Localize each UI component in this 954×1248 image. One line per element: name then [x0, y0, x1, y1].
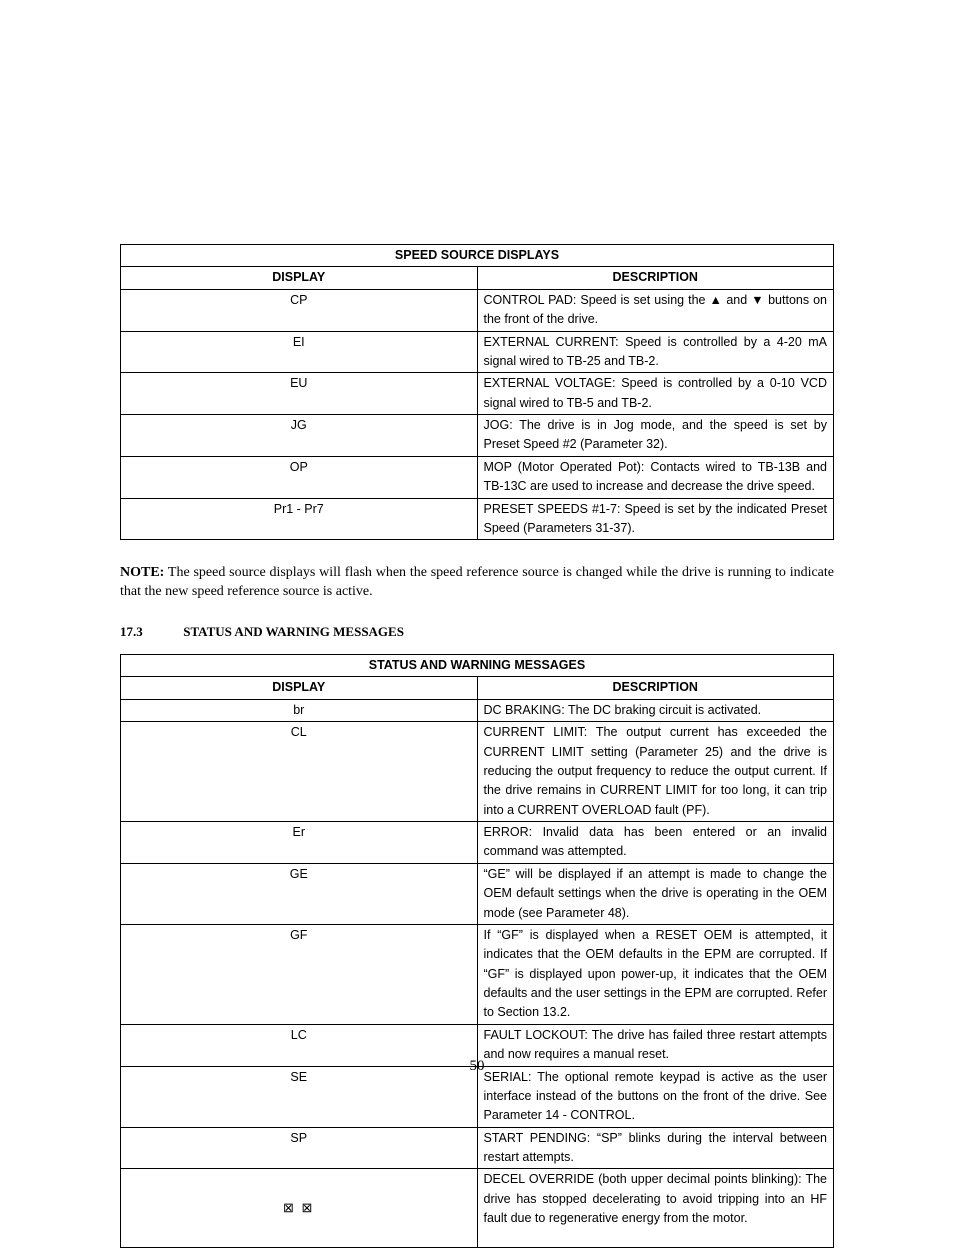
- section-title: STATUS AND WARNING MESSAGES: [183, 624, 404, 639]
- table-row: Er ERROR: Invalid data has been entered …: [121, 822, 834, 864]
- desc-cell: MOP (Motor Operated Pot): Contacts wired…: [477, 456, 834, 498]
- desc-cell: EXTERNAL VOLTAGE: Speed is controlled by…: [477, 373, 834, 415]
- desc-cell: If “GF” is displayed when a RESET OEM is…: [477, 924, 834, 1024]
- table2-col-display: DISPLAY: [121, 677, 478, 699]
- display-cell: OP: [121, 456, 478, 498]
- page-number: 50: [0, 1058, 954, 1075]
- status-warning-table: STATUS AND WARNING MESSAGES DISPLAY DESC…: [120, 654, 834, 1248]
- display-cell: ⊠ ⊠: [121, 1169, 478, 1247]
- display-cell: SE: [121, 1066, 478, 1127]
- section-heading: 17.3 STATUS AND WARNING MESSAGES: [120, 624, 834, 640]
- note-label: NOTE:: [120, 565, 164, 580]
- desc-cell: PRESET SPEEDS #1-7: Speed is set by the …: [477, 498, 834, 540]
- desc-cell: START PENDING: “SP” blinks during the in…: [477, 1127, 834, 1169]
- desc-cell: JOG: The drive is in Jog mode, and the s…: [477, 415, 834, 457]
- speed-source-table: SPEED SOURCE DISPLAYS DISPLAY DESCRIPTIO…: [120, 244, 834, 540]
- table-row: JG JOG: The drive is in Jog mode, and th…: [121, 415, 834, 457]
- desc-cell: “GE” will be displayed if an attempt is …: [477, 863, 834, 924]
- table-row: EI EXTERNAL CURRENT: Speed is controlled…: [121, 331, 834, 373]
- table-row: Pr1 - Pr7 PRESET SPEEDS #1-7: Speed is s…: [121, 498, 834, 540]
- table-row: GF If “GF” is displayed when a RESET OEM…: [121, 924, 834, 1024]
- table-row: SE SERIAL: The optional remote keypad is…: [121, 1066, 834, 1127]
- table-row: CP CONTROL PAD: Speed is set using the ▲…: [121, 289, 834, 331]
- display-cell: Pr1 - Pr7: [121, 498, 478, 540]
- display-cell: CL: [121, 722, 478, 822]
- desc-cell: SERIAL: The optional remote keypad is ac…: [477, 1066, 834, 1127]
- table2-title: STATUS AND WARNING MESSAGES: [121, 655, 834, 677]
- table1-title: SPEED SOURCE DISPLAYS: [121, 245, 834, 267]
- desc-cell: EXTERNAL CURRENT: Speed is controlled by…: [477, 331, 834, 373]
- decel-override-icon: ⊠ ⊠: [283, 1200, 314, 1215]
- display-cell: GF: [121, 924, 478, 1024]
- display-cell: Er: [121, 822, 478, 864]
- desc-cell: DECEL OVERRIDE (both upper decimal point…: [477, 1169, 834, 1247]
- table2-col-desc: DESCRIPTION: [477, 677, 834, 699]
- table-row: SP START PENDING: “SP” blinks during the…: [121, 1127, 834, 1169]
- note-text: The speed source displays will flash whe…: [120, 565, 834, 599]
- table-row: GE “GE” will be displayed if an attempt …: [121, 863, 834, 924]
- desc-cell: CURRENT LIMIT: The output current has ex…: [477, 722, 834, 822]
- table-row: CL CURRENT LIMIT: The output current has…: [121, 722, 834, 822]
- desc-cell: DC BRAKING: The DC braking circuit is ac…: [477, 699, 834, 721]
- table-row: ⊠ ⊠ DECEL OVERRIDE (both upper decimal p…: [121, 1169, 834, 1247]
- table-row: EU EXTERNAL VOLTAGE: Speed is controlled…: [121, 373, 834, 415]
- display-cell: JG: [121, 415, 478, 457]
- desc-cell: ERROR: Invalid data has been entered or …: [477, 822, 834, 864]
- display-cell: EI: [121, 331, 478, 373]
- table-row: br DC BRAKING: The DC braking circuit is…: [121, 699, 834, 721]
- table1-col-desc: DESCRIPTION: [477, 267, 834, 289]
- desc-cell: CONTROL PAD: Speed is set using the ▲ an…: [477, 289, 834, 331]
- table1-col-display: DISPLAY: [121, 267, 478, 289]
- display-cell: CP: [121, 289, 478, 331]
- display-cell: SP: [121, 1127, 478, 1169]
- display-cell: EU: [121, 373, 478, 415]
- section-number: 17.3: [120, 624, 180, 640]
- display-cell: br: [121, 699, 478, 721]
- display-cell: GE: [121, 863, 478, 924]
- table-row: OP MOP (Motor Operated Pot): Contacts wi…: [121, 456, 834, 498]
- note-paragraph: NOTE: The speed source displays will fla…: [120, 564, 834, 602]
